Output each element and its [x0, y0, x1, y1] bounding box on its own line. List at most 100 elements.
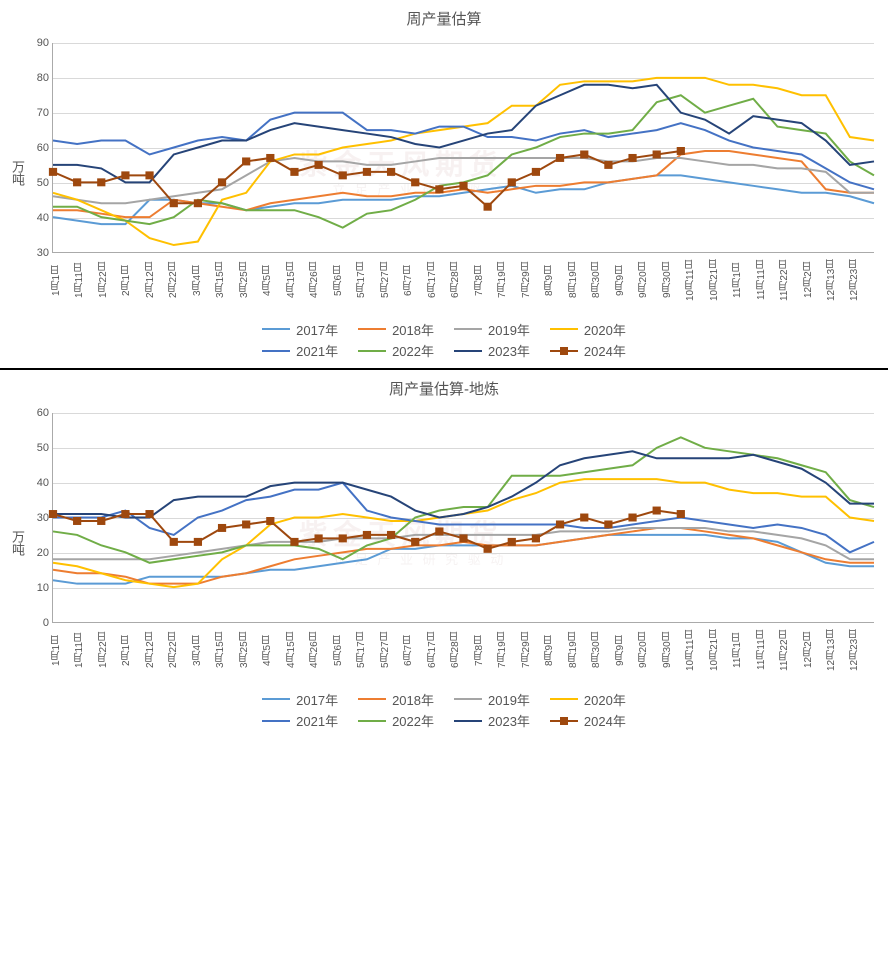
legend-label: 2020年 — [584, 690, 626, 709]
x-tick: 12月2日 — [804, 255, 827, 305]
series-marker — [218, 524, 226, 532]
x-tick: 11月11日 — [757, 255, 780, 305]
x-tick: 4月15日 — [287, 255, 310, 305]
x-tick: 6月17日 — [428, 625, 451, 675]
x-tick: 6月28日 — [451, 625, 474, 675]
series-marker — [628, 154, 636, 162]
legend-swatch — [262, 698, 290, 700]
x-tick: 1月22日 — [99, 255, 122, 305]
legend: 2017年2018年2019年2020年2021年2022年2023年2024年 — [6, 681, 882, 732]
y-tick: 10 — [21, 582, 49, 594]
legend-swatch — [358, 698, 386, 700]
y-tick: 60 — [21, 142, 49, 154]
x-tick: 4月5日 — [263, 625, 286, 675]
series-marker — [411, 538, 419, 546]
legend-item-2024年: 2024年 — [550, 711, 626, 730]
series-marker — [314, 161, 322, 169]
series-marker — [653, 507, 661, 515]
legend-label: 2019年 — [488, 320, 530, 339]
legend-swatch — [358, 720, 386, 722]
x-tick: 4月15日 — [287, 625, 310, 675]
legend-label: 2024年 — [584, 711, 626, 730]
series-marker — [677, 147, 685, 155]
x-tick: 1月1日 — [52, 625, 75, 675]
legend-label: 2022年 — [392, 341, 434, 360]
x-tick: 1月11日 — [75, 625, 98, 675]
legend-swatch — [454, 350, 482, 352]
x-tick: 3月4日 — [193, 255, 216, 305]
series-marker — [484, 203, 492, 211]
x-tick: 4月5日 — [263, 255, 286, 305]
x-tick: 11月11日 — [757, 625, 780, 675]
x-tick: 7月29日 — [522, 625, 545, 675]
legend-item-2021年: 2021年 — [262, 341, 338, 360]
x-tick: 2月22日 — [169, 255, 192, 305]
legend-row: 2017年2018年2019年2020年 — [6, 317, 882, 339]
x-tick: 12月13日 — [827, 625, 850, 675]
x-tick: 9月30日 — [663, 255, 686, 305]
x-tick: 5月17日 — [357, 625, 380, 675]
x-tick: 11月22日 — [780, 255, 803, 305]
y-tick: 70 — [21, 107, 49, 119]
x-tick: 8月19日 — [569, 625, 592, 675]
legend-swatch — [358, 328, 386, 330]
x-ticks: 1月1日1月11日1月22日2月1日2月12日2月22日3月4日3月15日3月2… — [52, 255, 874, 305]
series-marker — [653, 150, 661, 158]
chart-title: 周产量估算-地炼 — [6, 374, 882, 405]
x-tick: 11月1日 — [733, 625, 756, 675]
series-marker — [677, 510, 685, 518]
legend-swatch — [454, 698, 482, 700]
x-tick: 6月17日 — [428, 255, 451, 305]
legend-swatch — [550, 698, 578, 700]
series-marker — [49, 510, 57, 518]
x-tick: 3月25日 — [240, 625, 263, 675]
legend-item-2022年: 2022年 — [358, 711, 434, 730]
x-tick: 9月9日 — [616, 255, 639, 305]
legend-swatch-marker — [550, 720, 578, 722]
x-tick: 7月19日 — [498, 625, 521, 675]
x-tick: 6月7日 — [404, 255, 427, 305]
legend-swatch — [454, 720, 482, 722]
x-tick: 7月29日 — [522, 255, 545, 305]
x-tick: 6月28日 — [451, 255, 474, 305]
x-tick: 8月9日 — [545, 625, 568, 675]
series-marker — [290, 168, 298, 176]
series-marker — [411, 178, 419, 186]
series-line-2019年 — [53, 158, 874, 203]
y-tick: 0 — [21, 617, 49, 629]
x-tick: 5月27日 — [381, 255, 404, 305]
legend-item-2018年: 2018年 — [358, 320, 434, 339]
series-marker — [387, 168, 395, 176]
legend-label: 2023年 — [488, 711, 530, 730]
x-tick: 2月1日 — [122, 625, 145, 675]
x-tick: 12月23日 — [850, 255, 873, 305]
x-tick: 8月30日 — [592, 625, 615, 675]
legend-item-2019年: 2019年 — [454, 690, 530, 709]
x-ticks: 1月1日1月11日1月22日2月1日2月12日2月22日3月4日3月15日3月2… — [52, 625, 874, 675]
series-marker — [628, 514, 636, 522]
x-tick: 9月30日 — [663, 625, 686, 675]
plot-region: 紫金天风期货立 足 产 业 研 究 驱 动0102030405060 — [52, 413, 874, 623]
y-tick: 30 — [21, 512, 49, 524]
legend-item-2017年: 2017年 — [262, 320, 338, 339]
x-tick: 3月25日 — [240, 255, 263, 305]
series-marker — [73, 517, 81, 525]
chart-area: 万吨紫金天风期货立 足 产 业 研 究 驱 动304050607080901月1… — [6, 35, 882, 311]
series-marker — [242, 520, 250, 528]
x-tick: 10月21日 — [710, 625, 733, 675]
legend-item-2018年: 2018年 — [358, 690, 434, 709]
series-marker — [194, 199, 202, 207]
x-tick: 8月19日 — [569, 255, 592, 305]
legend-row: 2021年2022年2023年2024年 — [6, 339, 882, 361]
series-marker — [194, 538, 202, 546]
series-marker — [266, 517, 274, 525]
series-marker — [170, 538, 178, 546]
series-marker — [49, 168, 57, 176]
x-tick: 3月15日 — [216, 625, 239, 675]
x-tick: 12月2日 — [804, 625, 827, 675]
x-tick: 10月11日 — [686, 625, 709, 675]
legend-row: 2021年2022年2023年2024年 — [6, 709, 882, 731]
series-svg — [53, 43, 874, 252]
series-marker — [145, 510, 153, 518]
legend-label: 2023年 — [488, 341, 530, 360]
